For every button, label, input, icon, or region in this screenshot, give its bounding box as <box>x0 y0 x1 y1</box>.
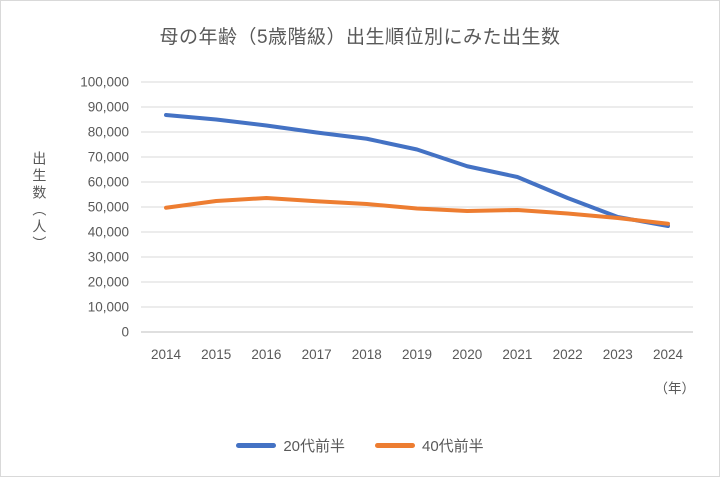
chart-title: 母の年齢（5歳階級）出生順位別にみた出生数 <box>159 27 561 48</box>
x-tick-label: 2021 <box>502 347 532 362</box>
legend-label: 40代前半 <box>422 438 484 455</box>
y-tick-label: 80,000 <box>88 125 129 140</box>
legend-line-swatch-blue <box>236 443 277 448</box>
x-tick-label: 2018 <box>352 347 382 362</box>
series-line-0 <box>164 113 670 228</box>
y-tick-label: 40,000 <box>88 225 129 240</box>
legend-item-series-1: 40代前半 <box>375 435 484 456</box>
y-tick-label: 100,000 <box>80 75 129 90</box>
x-tick-label: 2014 <box>151 347 182 362</box>
x-tick-label: 2016 <box>251 347 281 362</box>
legend: 20代前半 40代前半 <box>1 435 719 456</box>
y-tick-label: 20,000 <box>88 275 129 290</box>
x-tick-label: 2017 <box>302 347 332 362</box>
y-tick-label: 90,000 <box>88 100 129 115</box>
x-tick-label: 2022 <box>553 347 583 362</box>
x-tick-label: 2019 <box>402 347 432 362</box>
y-tick-label: 50,000 <box>88 200 129 215</box>
series-line-1 <box>164 196 670 226</box>
y-tick-label: 30,000 <box>88 250 129 265</box>
x-tick-label: 2024 <box>653 347 684 362</box>
legend-label: 20代前半 <box>283 438 345 455</box>
y-tick-label: 10,000 <box>88 300 129 315</box>
x-tick-label: 2015 <box>201 347 231 362</box>
legend-item-series-0: 20代前半 <box>236 435 345 456</box>
x-axis-unit-label: （年） <box>654 381 696 396</box>
y-tick-label: 0 <box>121 325 129 340</box>
y-axis-title: 出生数（人） <box>31 151 48 253</box>
y-tick-label: 70,000 <box>88 150 129 165</box>
y-tick-label: 60,000 <box>88 175 129 190</box>
legend-line-swatch-orange <box>375 443 415 448</box>
x-tick-label: 2023 <box>603 347 633 362</box>
x-tick-label: 2020 <box>452 347 482 362</box>
